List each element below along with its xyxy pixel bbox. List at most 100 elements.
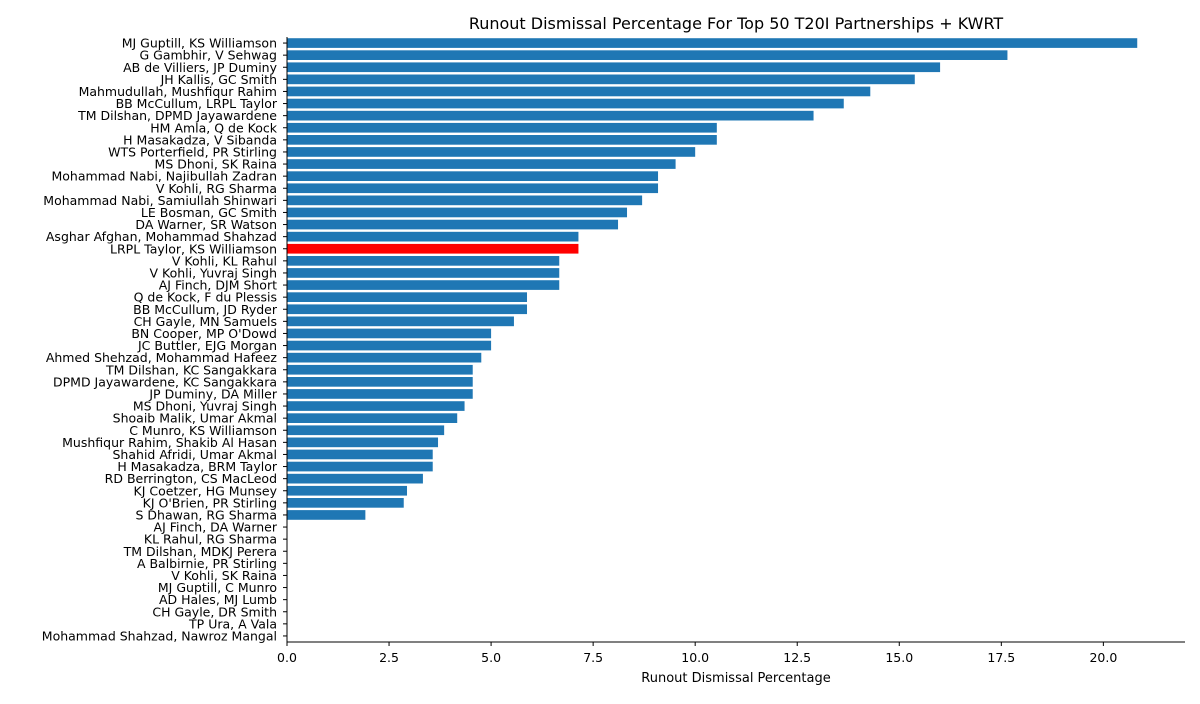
y-tick-label: KL Rahul, RG Sharma: [144, 532, 277, 547]
y-tick-label: JC Buttler, EJG Morgan: [137, 338, 277, 353]
y-tick-label: Mohammad Shahzad, Nawroz Mangal: [42, 628, 277, 643]
x-tick-label: 17.5: [987, 650, 1015, 665]
bar: [287, 413, 458, 423]
x-tick-label: 10.0: [681, 650, 709, 665]
y-tick-label: G Gambhir, V Sehwag: [140, 48, 278, 63]
bar: [287, 377, 473, 387]
y-tick-label: BB McCullum, LRPL Taylor: [116, 96, 278, 111]
y-tick-label: HM Amla, Q de Kock: [150, 120, 277, 135]
y-tick-label: Ahmed Shehzad, Mohammad Hafeez: [46, 350, 278, 365]
bar: [287, 74, 915, 85]
y-tick-label: CH Gayle, DR Smith: [152, 604, 277, 619]
bar: [287, 231, 579, 242]
bar: [287, 437, 439, 448]
y-tick-label: C Munro, KS Williamson: [129, 423, 277, 438]
y-tick-label: MJ Guptill, C Munro: [158, 580, 277, 595]
bars-layer: [287, 38, 1138, 520]
bar: [287, 401, 465, 411]
bar: [287, 304, 528, 315]
y-tick-label: JH Kallis, GC Smith: [160, 72, 277, 87]
x-tick-label: 0.0: [277, 650, 297, 665]
bar: [287, 425, 445, 436]
bar: [287, 364, 473, 375]
bar: [287, 352, 482, 363]
bar: [287, 207, 628, 218]
y-tick-label: RD Berrington, CS MacLeod: [105, 471, 277, 486]
y-tick-label: JP Duminy, DA Miller: [148, 386, 277, 401]
bar: [287, 86, 871, 97]
y-tick-label: DA Warner, SR Watson: [135, 217, 277, 232]
x-tick-label: 15.0: [885, 650, 913, 665]
y-tick-label: Asghar Afghan, Mohammad Shahzad: [46, 229, 277, 244]
y-tick-label: AJ Finch, DJM Short: [159, 278, 277, 293]
bar: [287, 461, 433, 472]
bar: [287, 389, 473, 399]
bar: [287, 122, 717, 133]
y-tick-label: Q de Kock, F du Plessis: [134, 290, 277, 305]
x-tick-label: 5.0: [481, 650, 501, 665]
y-tick-label: V Kohli, Yuvraj Singh: [149, 265, 277, 280]
bar: [287, 147, 696, 157]
y-tick-label: BB McCullum, JD Ryder: [133, 302, 278, 317]
y-tick-label: AJ Finch, DA Warner: [154, 520, 278, 535]
bar: [287, 328, 492, 339]
y-tick-label: TM Dilshan, KC Sangakkara: [105, 362, 277, 377]
y-tick-label: V Kohli, RG Sharma: [156, 181, 277, 196]
bar: [287, 243, 579, 254]
bar: [287, 340, 492, 351]
x-tick-label: 20.0: [1089, 650, 1117, 665]
y-tick-label: MS Dhoni, SK Raina: [155, 157, 277, 172]
bar: [287, 183, 659, 194]
bar: [287, 38, 1138, 48]
bar: [287, 195, 643, 206]
bar: [287, 256, 560, 266]
bar: [287, 50, 1008, 60]
y-tick-label: TM Dilshan, MDKJ Perera: [123, 544, 277, 559]
bar: [287, 171, 659, 181]
x-ticks: 0.0 2.5 5.0 7.5 10.0 12.5 15.0 17.5 20.0: [277, 642, 1117, 665]
y-tick-label: Mahmudullah, Mushfiqur Rahim: [79, 84, 277, 99]
y-tick-label: AD Hales, MJ Lumb: [159, 592, 277, 607]
bar: [287, 485, 408, 496]
bar: [287, 62, 941, 73]
y-tick-label: Mohammad Nabi, Najibullah Zadran: [52, 169, 278, 184]
bar: [287, 98, 844, 109]
x-tick-label: 12.5: [783, 650, 811, 665]
x-axis-label: Runout Dismissal Percentage: [641, 671, 830, 686]
bar: [287, 292, 528, 302]
y-tick-label: A Balbirnie, PR Stirling: [137, 556, 277, 571]
y-tick-label: Mushfiqur Rahim, Shakib Al Hasan: [62, 435, 277, 450]
bar: [287, 510, 366, 520]
y-tick-label: V Kohli, KL Rahul: [172, 253, 277, 268]
y-tick-label: LRPL Taylor, KS Williamson: [110, 241, 277, 256]
chart-title: Runout Dismissal Percentage For Top 50 T…: [469, 14, 1004, 33]
y-tick-label: Mohammad Nabi, Samiullah Shinwari: [43, 193, 277, 208]
y-tick-label: DPMD Jayawardene, KC Sangakkara: [53, 374, 277, 389]
y-tick-label: TP Ura, A Vala: [188, 616, 277, 631]
y-tick-label: KJ O'Brien, PR Stirling: [143, 495, 277, 510]
y-tick-label: BN Cooper, MP O'Dowd: [131, 326, 277, 341]
y-tick-label: WTS Porterfield, PR Stirling: [108, 144, 277, 159]
y-tick-label: MS Dhoni, Yuvraj Singh: [133, 399, 277, 414]
y-tick-label: MJ Guptill, KS Williamson: [122, 36, 277, 51]
bar: [287, 219, 619, 230]
x-tick-label: 7.5: [583, 650, 603, 665]
y-tick-label: AB de Villiers, JP Duminy: [123, 60, 277, 75]
bar: [287, 110, 814, 121]
bar: [287, 316, 514, 327]
bar: [287, 135, 717, 145]
bar: [287, 473, 423, 484]
y-tick-label: Shahid Afridi, Umar Akmal: [113, 447, 278, 462]
x-tick-label: 2.5: [379, 650, 399, 665]
y-tick-label: S Dhawan, RG Sharma: [136, 507, 278, 522]
bar: [287, 449, 433, 460]
bar: [287, 280, 560, 290]
y-tick-label: H Masakadza, BRM Taylor: [117, 459, 278, 474]
bar: [287, 268, 560, 278]
y-tick-label: LE Bosman, GC Smith: [141, 205, 277, 220]
y-tick-label: KJ Coetzer, HG Munsey: [134, 483, 278, 498]
y-tick-label: CH Gayle, MN Samuels: [134, 314, 277, 329]
